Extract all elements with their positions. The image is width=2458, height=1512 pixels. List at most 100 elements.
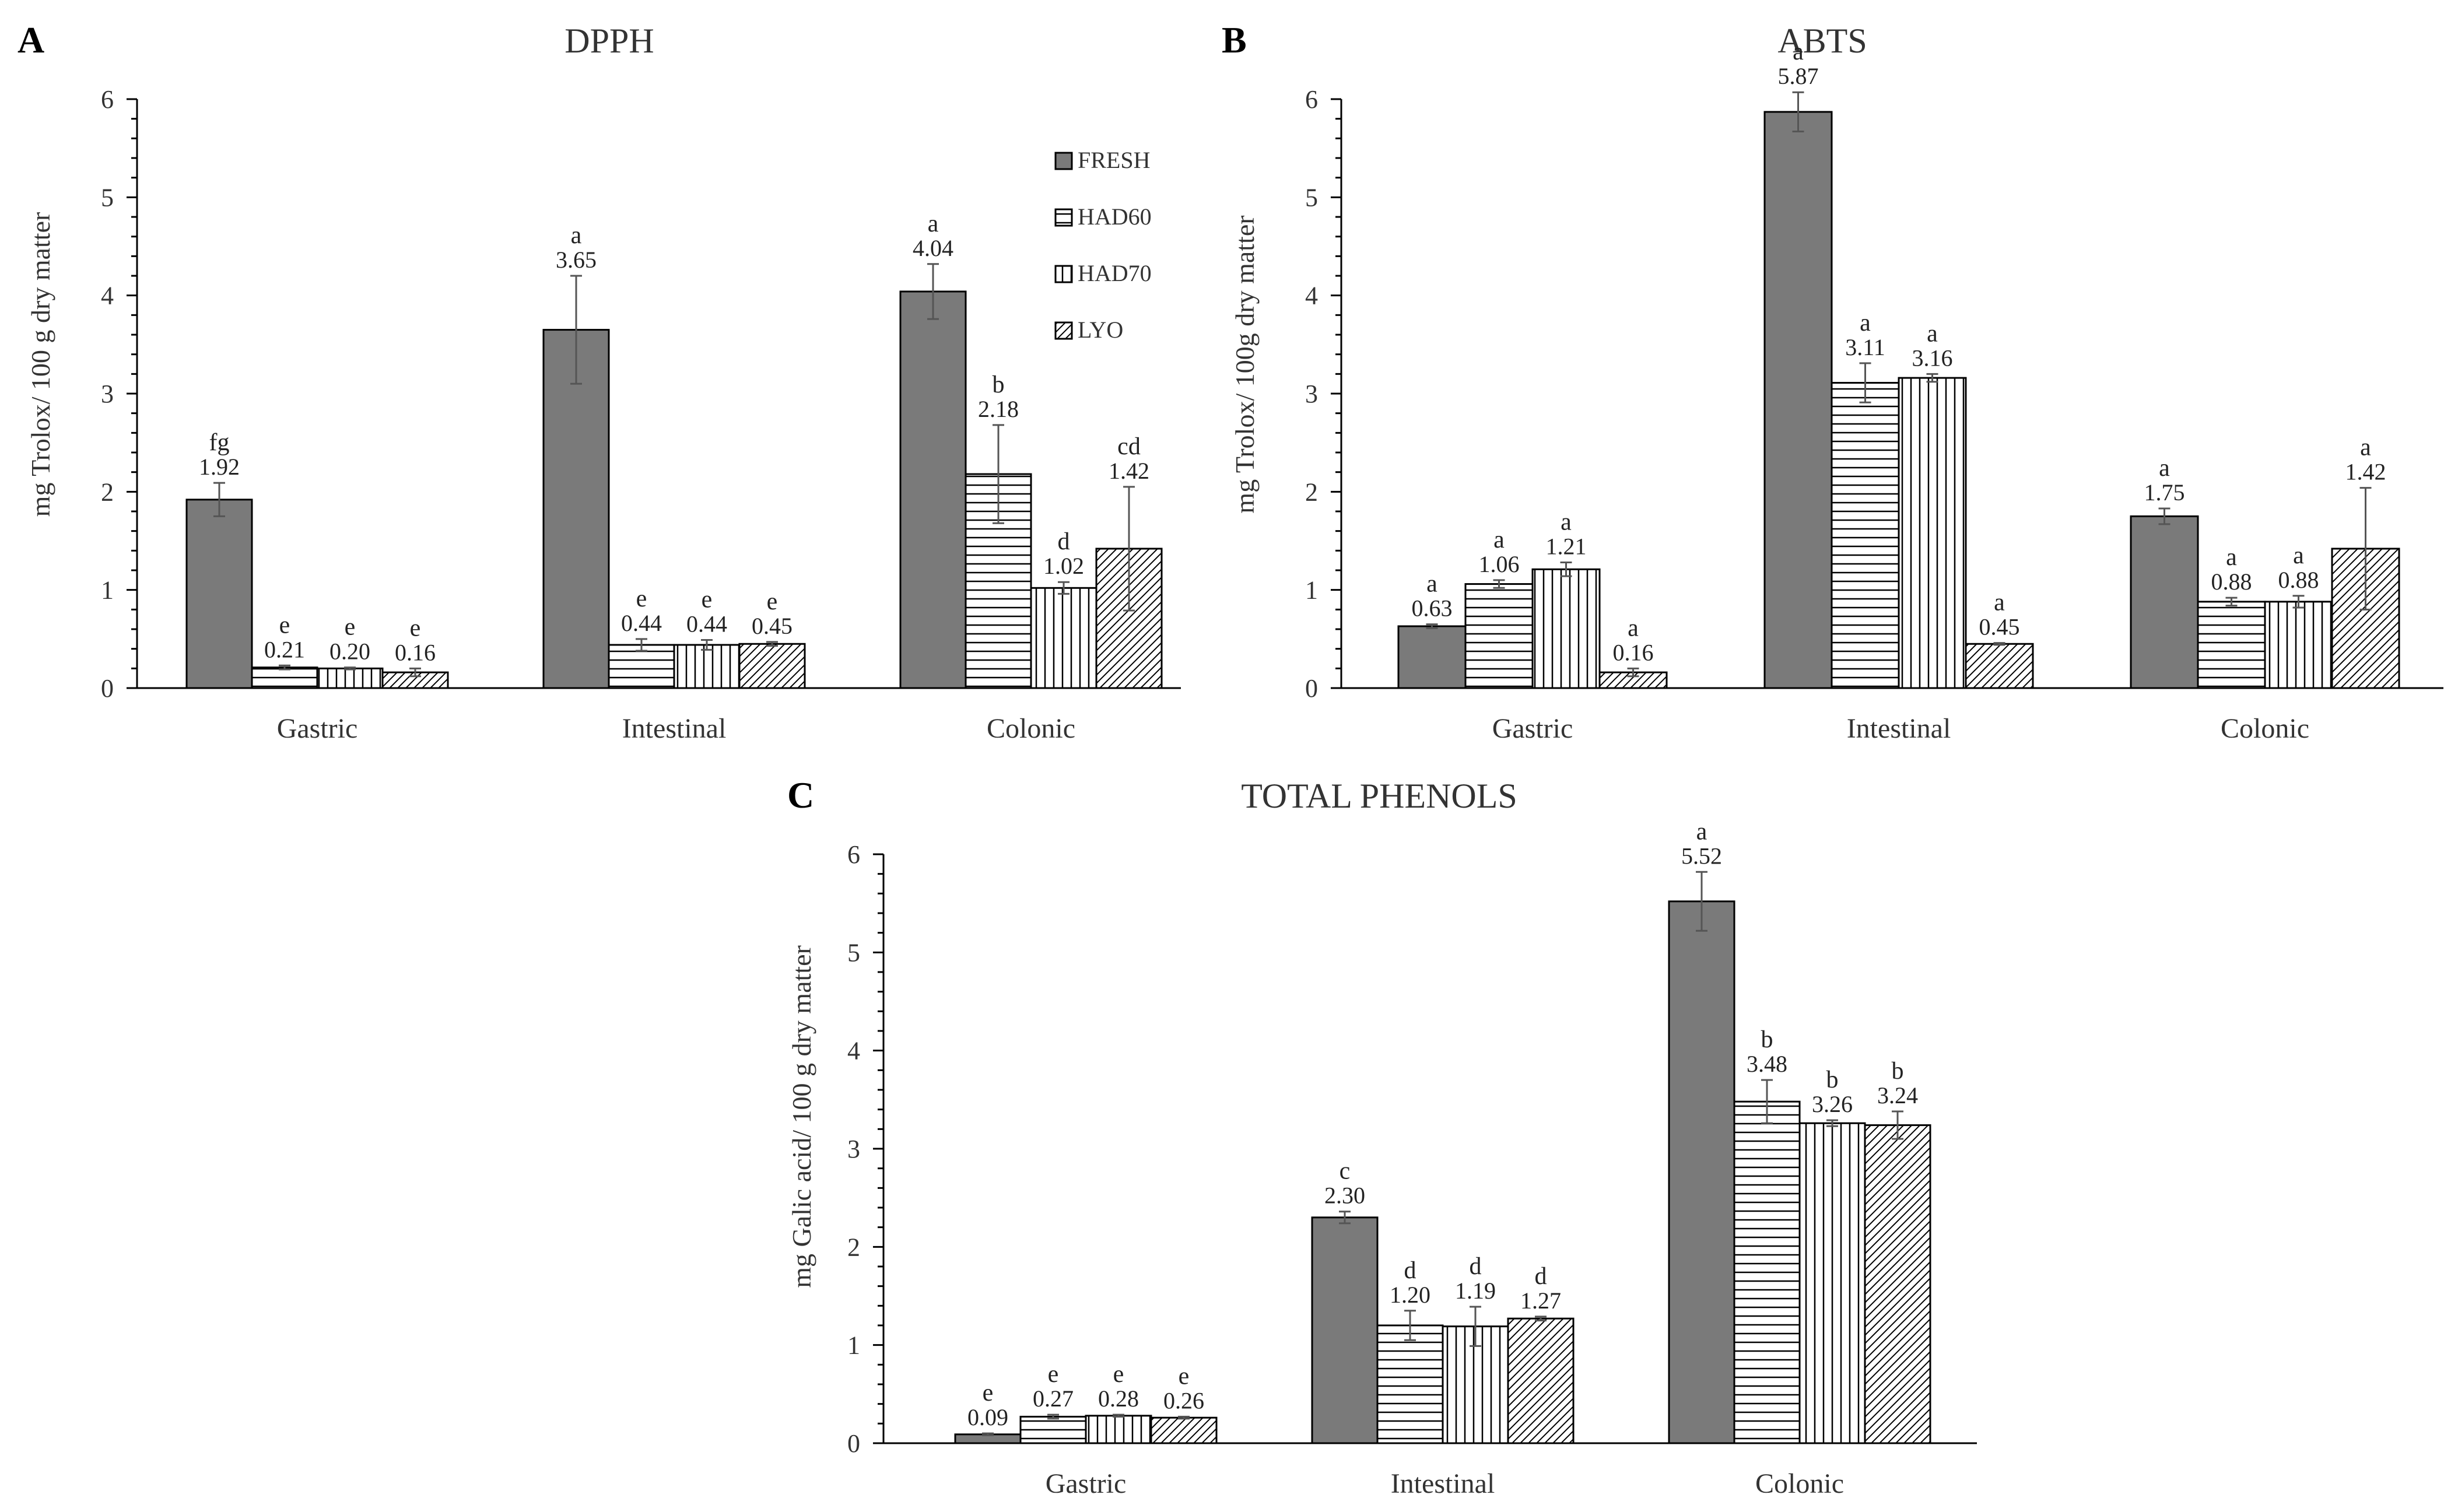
panel-letter-a: A (17, 19, 44, 61)
y-tick-label-phenols: 0 (847, 1429, 860, 1458)
significance-letter: e (345, 614, 356, 641)
significance-letter: a (928, 211, 939, 237)
data-label: 4.04 (913, 235, 953, 261)
significance-letter: cd (1117, 433, 1141, 460)
bar-abts-had60-intestinal (1831, 381, 1900, 689)
legend-label-had60: HAD60 (1078, 204, 1152, 230)
y-tick-label-dpph: 0 (101, 674, 114, 703)
chart-title-total-phenols: TOTAL PHENOLS (1241, 777, 1517, 815)
bar-phenols-lyo-colonic (1864, 1124, 1931, 1444)
data-label: 0.45 (1979, 614, 2020, 640)
data-label: 5.87 (1778, 63, 1819, 89)
bar-phenols-had70-gastric (1085, 1415, 1152, 1444)
y-tick-label-phenols: 6 (847, 840, 860, 869)
panel-dpph: A DPPH mg Trolox/ 100 g dry matter 0 1 2 3 4… (17, 19, 1181, 744)
panel-total-phenols: C TOTAL PHENOLS mg Galic acid/ 100 g dry… (787, 774, 1977, 1499)
bar-dpph-had60-gastric (251, 666, 318, 689)
y-tick-label-phenols: 5 (847, 938, 860, 967)
significance-letter: e (410, 615, 421, 641)
data-label: 0.09 (967, 1404, 1008, 1430)
significance-letter: fg (209, 429, 230, 456)
data-label: 1.27 (1520, 1288, 1561, 1314)
y-axis-label-total-phenols: mg Galic acid/ 100 g dry matter (787, 945, 816, 1288)
significance-letter: c (1340, 1158, 1351, 1185)
significance-letter: d (1470, 1253, 1482, 1280)
x-tick-label-dpph: Intestinal (622, 713, 727, 744)
legend: FRESH HAD60 HAD70 LYO (1054, 147, 1152, 343)
bar-abts-fresh-gastric (1397, 625, 1467, 689)
plot-area-dpph: 01234561.92fg0.21e0.20e0.16eGastric3.65a… (101, 85, 1181, 744)
bar-phenols-fresh-colonic (1668, 900, 1735, 1444)
x-tick-label-dpph: Gastric (277, 713, 358, 744)
bar-phenols-lyo-gastric (1150, 1416, 1218, 1444)
data-label: 0.44 (686, 611, 727, 637)
data-label: 0.44 (621, 610, 662, 636)
data-label: 1.75 (2144, 479, 2185, 506)
data-label: 0.88 (2278, 567, 2319, 593)
data-label: 1.42 (1109, 458, 1149, 484)
data-label: 0.63 (1412, 595, 1453, 622)
bar-dpph-had70-gastric (316, 667, 384, 689)
data-label: 5.52 (1681, 843, 1722, 869)
significance-letter: e (1179, 1363, 1190, 1390)
data-label: 3.26 (1812, 1091, 1853, 1117)
bar-dpph-fresh-intestinal (542, 329, 610, 689)
significance-letter: a (2159, 455, 2170, 482)
significance-letter: a (1561, 509, 1572, 536)
chart-title-dpph: DPPH (564, 22, 654, 60)
data-label: 0.26 (1163, 1388, 1204, 1414)
bar-abts-lyo-intestinal (1965, 643, 2034, 689)
data-label: 0.21 (264, 636, 305, 662)
y-tick-label-abts: 1 (1305, 576, 1318, 605)
significance-letter: e (1113, 1361, 1124, 1388)
significance-letter: a (1793, 38, 1804, 65)
panel-letter-b: B (1222, 19, 1247, 61)
data-label: 0.45 (752, 613, 793, 639)
significance-letter: a (2226, 544, 2237, 571)
significance-letter: e (983, 1380, 994, 1406)
legend-label-had70: HAD70 (1078, 260, 1152, 286)
y-tick-label-dpph: 1 (101, 576, 114, 605)
data-label: 1.06 (1479, 551, 1520, 577)
data-label: 1.02 (1043, 553, 1084, 579)
data-label: 3.65 (556, 247, 597, 273)
legend-swatch-had70 (1054, 265, 1073, 283)
x-tick-label-abts: Gastric (1492, 713, 1573, 744)
data-label: 0.16 (1613, 639, 1654, 665)
data-label: 1.20 (1390, 1282, 1430, 1308)
bar-abts-fresh-colonic (2130, 515, 2199, 689)
data-label: 1.19 (1455, 1278, 1496, 1304)
y-tick-label-dpph: 6 (101, 85, 114, 114)
bar-abts-had70-colonic (2264, 601, 2333, 689)
legend-swatch-fresh (1054, 152, 1073, 170)
significance-letter: a (1493, 527, 1505, 553)
legend-swatch-had60 (1054, 208, 1073, 227)
legend-label-fresh: FRESH (1078, 147, 1151, 173)
bar-abts-had60-gastric (1464, 583, 1534, 689)
significance-letter: a (2293, 542, 2304, 569)
y-tick-label-abts: 4 (1305, 282, 1318, 310)
data-label: 3.48 (1747, 1051, 1787, 1077)
legend-label-lyo: LYO (1078, 317, 1123, 343)
y-tick-label-phenols: 4 (847, 1037, 860, 1065)
data-label: 0.88 (2211, 569, 2252, 595)
y-tick-label-dpph: 4 (101, 282, 114, 310)
bar-dpph-fresh-gastric (185, 499, 253, 689)
significance-letter: a (1994, 590, 2005, 616)
significance-letter: a (1927, 320, 1938, 347)
significance-letter: b (993, 371, 1005, 398)
x-tick-label-dpph: Colonic (987, 713, 1075, 744)
bar-abts-fresh-intestinal (1763, 111, 1833, 689)
bar-phenols-lyo-intestinal (1507, 1317, 1575, 1444)
bar-dpph-had70-colonic (1030, 587, 1097, 689)
data-label: 2.18 (978, 396, 1019, 422)
data-label: 1.92 (199, 454, 240, 480)
significance-letter: a (1426, 571, 1437, 598)
x-tick-label-phenols: Intestinal (1391, 1468, 1495, 1499)
bar-phenols-had60-intestinal (1376, 1324, 1444, 1444)
bar-dpph-fresh-colonic (899, 290, 967, 689)
significance-letter: e (767, 588, 778, 615)
data-label: 3.16 (1912, 345, 1953, 371)
